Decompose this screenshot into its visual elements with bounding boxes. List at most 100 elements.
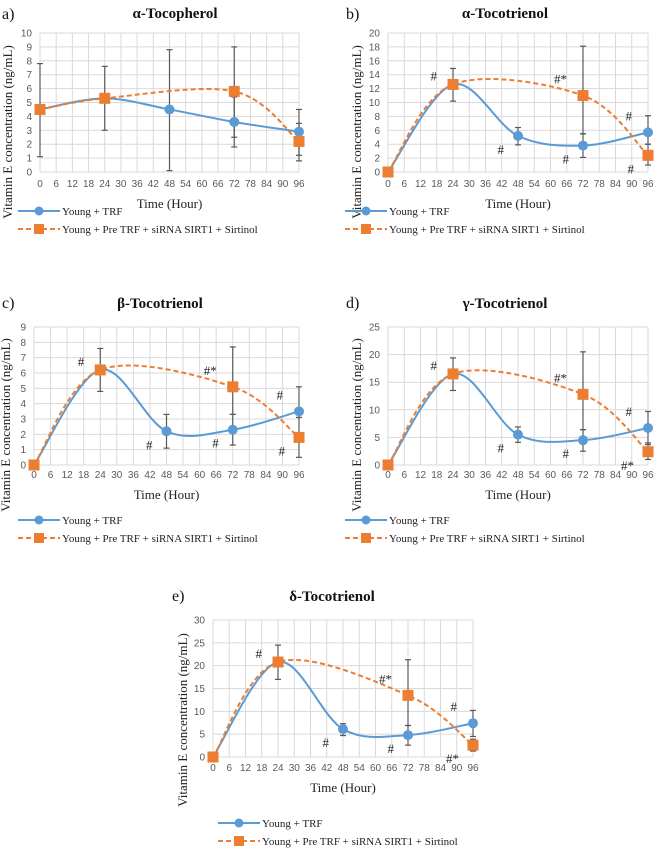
x-tick-label: 6 [401, 179, 407, 190]
x-tick-label: 54 [529, 470, 541, 481]
y-tick-label: 2 [374, 154, 380, 165]
x-tick-label: 24 [447, 179, 459, 190]
legend-marker-circle [234, 818, 244, 828]
significance-annotation: # [451, 699, 458, 714]
significance-annotation: #* [554, 72, 567, 87]
x-tick-label: 84 [610, 179, 622, 190]
chart-title: γ-Tocotrienol [462, 296, 548, 312]
x-tick-label: 42 [148, 179, 160, 190]
y-tick-label: 14 [369, 70, 381, 81]
legend-marker-square [234, 836, 244, 846]
x-tick-label: 90 [626, 179, 638, 190]
data-point-square [94, 364, 106, 376]
y-tick-label: 0 [199, 753, 205, 764]
y-tick-label: 5 [199, 730, 205, 741]
x-tick-label: 6 [226, 763, 232, 774]
x-tick-label: 60 [545, 179, 557, 190]
x-tick-label: 72 [227, 470, 239, 481]
significance-annotation: # [431, 358, 438, 373]
y-tick-label: 20 [194, 661, 206, 672]
x-tick-label: 30 [289, 763, 301, 774]
y-tick-label: 4 [20, 399, 26, 410]
data-point-square [642, 446, 654, 458]
x-axis-label: Time (Hour) [310, 780, 376, 795]
y-axis-label: Vitamin E concentration (ng/mL) [349, 338, 364, 512]
chart-title: α-Tocopherol [132, 6, 217, 22]
x-tick-label: 60 [194, 470, 206, 481]
significance-annotation: #* [621, 458, 634, 473]
y-tick-label: 12 [369, 84, 381, 95]
series-line-2 [387, 78, 649, 173]
legend-marker-square [34, 224, 44, 234]
x-tick-label: 54 [529, 179, 541, 190]
x-tick-label: 66 [561, 179, 573, 190]
significance-annotation: #* [379, 671, 392, 686]
significance-annotation: # [628, 161, 635, 176]
y-tick-label: 1 [26, 154, 32, 165]
x-tick-label: 78 [245, 179, 257, 190]
x-tick-label: 30 [464, 179, 476, 190]
y-tick-label: 9 [20, 323, 26, 334]
data-point-square [382, 459, 394, 471]
x-tick-label: 30 [115, 179, 127, 190]
y-axis-label: Vitamin E concentration (ng/mL) [0, 45, 15, 219]
y-tick-label: 6 [26, 84, 32, 95]
x-tick-label: 72 [402, 763, 414, 774]
data-point-square [382, 166, 394, 178]
x-tick-label: 96 [293, 470, 305, 481]
x-tick-label: 42 [496, 179, 508, 190]
significance-annotation: #* [446, 751, 459, 766]
x-tick-label: 18 [83, 179, 95, 190]
x-tick-label: 12 [240, 763, 252, 774]
y-tick-label: 4 [26, 112, 32, 123]
panel-label: d) [346, 295, 359, 312]
significance-annotation: # [279, 443, 286, 458]
data-point-circle [161, 426, 172, 437]
y-tick-label: 0 [26, 168, 32, 179]
data-point-circle [164, 104, 175, 115]
legend-marker-circle [361, 515, 371, 525]
y-axis-label: Vitamin E concentration (ng/mL) [349, 45, 364, 219]
x-tick-label: 72 [577, 179, 589, 190]
chart-title: α-Tocotrienol [462, 6, 548, 22]
y-tick-label: 2 [26, 140, 32, 151]
series-line-1 [387, 372, 649, 466]
data-point-square [34, 103, 46, 115]
x-tick-label: 48 [164, 179, 176, 190]
x-tick-label: 12 [67, 179, 79, 190]
legend-label: Young + TRF [262, 818, 323, 830]
y-tick-label: 7 [26, 70, 32, 81]
x-tick-label: 48 [512, 470, 524, 481]
y-tick-label: 25 [369, 323, 381, 334]
data-point-square [577, 388, 589, 400]
y-tick-label: 25 [194, 638, 206, 649]
data-point-circle [294, 406, 304, 417]
x-tick-label: 66 [211, 470, 223, 481]
significance-annotation: # [146, 437, 153, 452]
y-tick-label: 30 [194, 616, 206, 627]
significance-annotation: # [626, 404, 633, 419]
panel-label: c) [2, 295, 14, 312]
data-point-circle [578, 435, 588, 446]
y-tick-label: 0 [374, 168, 380, 179]
series-line-2 [33, 364, 300, 466]
x-tick-label: 0 [37, 179, 43, 190]
legend-marker-circle [34, 206, 44, 216]
y-axis-label: Vitamin E concentration (ng/mL) [175, 633, 190, 807]
y-tick-label: 6 [374, 126, 380, 137]
y-tick-label: 18 [369, 42, 381, 53]
significance-annotation: # [626, 108, 633, 123]
y-tick-label: 8 [20, 338, 26, 349]
x-tick-label: 90 [451, 763, 463, 774]
significance-annotation: # [498, 142, 505, 157]
y-tick-label: 3 [26, 126, 32, 137]
x-tick-label: 12 [415, 179, 427, 190]
data-point-square [228, 85, 240, 97]
series-line-1 [212, 661, 474, 758]
y-tick-label: 8 [374, 112, 380, 123]
x-tick-label: 54 [354, 763, 366, 774]
